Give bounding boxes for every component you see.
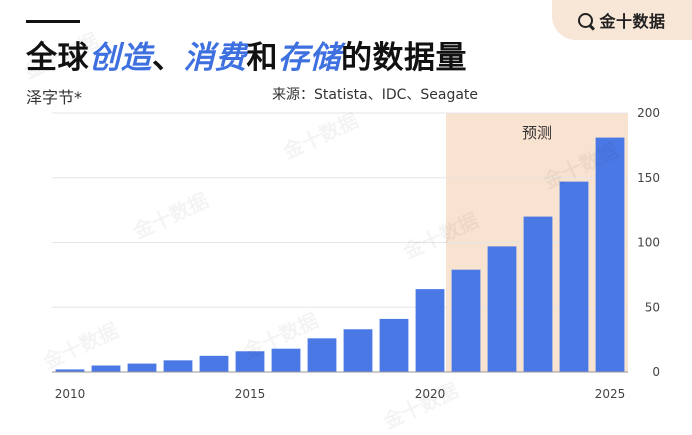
bar (379, 318, 409, 372)
title-part: 消费 (183, 40, 247, 76)
brand-logo: 金十数据 (552, 0, 692, 40)
chart-title: 全球创造、消费和存储的数据量 (26, 32, 467, 77)
bar (271, 348, 301, 372)
title-part: 全球 (26, 40, 89, 76)
y-tick-label: 150 (637, 171, 660, 185)
search-magnifier-icon (578, 12, 594, 28)
y-tick-label: 50 (645, 300, 660, 314)
bar (307, 338, 337, 372)
bar (163, 360, 193, 372)
top-accent-rule (26, 20, 80, 23)
title-part: 的数据量 (341, 40, 467, 76)
y-tick-label: 200 (637, 106, 660, 120)
bar (523, 216, 553, 372)
y-tick-label: 100 (637, 236, 660, 250)
bar (199, 355, 229, 372)
brand-name: 金十数据 (599, 12, 666, 31)
bar (487, 246, 517, 372)
title-part: 、 (152, 40, 184, 76)
chart-source: 来源：Statista、IDC、Seagate (272, 87, 479, 103)
x-tick-label: 2025 (595, 387, 626, 401)
y-tick-label: 0 (652, 365, 660, 379)
bar (55, 369, 85, 372)
chart-subtitle: 泽字节* (26, 88, 83, 107)
x-tick-label: 2020 (415, 387, 446, 401)
bar (595, 137, 625, 372)
bar (415, 289, 445, 372)
x-tick-label: 2015 (235, 387, 266, 401)
title-part: 和 (246, 40, 278, 76)
title-part: 存储 (278, 40, 341, 76)
bar (343, 329, 373, 372)
forecast-label: 预测 (522, 124, 552, 142)
bar (559, 181, 589, 372)
title-part: 创造 (89, 40, 152, 76)
bar (91, 365, 121, 372)
x-tick-label: 2010 (55, 387, 86, 401)
bar (451, 269, 481, 372)
bar (235, 351, 265, 372)
bar (127, 363, 157, 372)
